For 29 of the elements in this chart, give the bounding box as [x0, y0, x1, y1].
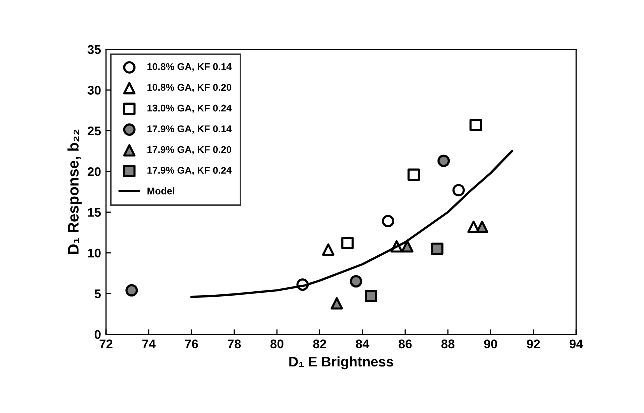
y-tick-label: 35	[88, 45, 102, 54]
x-tick-label: 74	[142, 340, 156, 348]
x-tick-label: 94	[570, 340, 584, 349]
y-tick-label: 30	[88, 86, 101, 95]
legend-label: 17.9% GA, KF 0.20	[148, 146, 232, 155]
legend-label: 13.0% GA, KF 0.24	[148, 104, 232, 114]
legend-label: Model	[148, 188, 174, 195]
legend-label: 17.9% GA, KF 0.24	[148, 167, 232, 176]
y-tick-label: 0	[94, 330, 101, 340]
y-tick-label: 5	[94, 290, 102, 298]
x-tick-label: 82	[313, 340, 326, 349]
x-tick-label: 88	[442, 340, 455, 349]
y-tick-label: 25	[88, 126, 102, 136]
x-tick-label: 76	[185, 340, 198, 349]
x-axis-title: D₁ E Brightness	[290, 356, 394, 370]
legend-label: 10.8% GA, KF 0.14	[148, 63, 232, 72]
x-tick-label: 92	[527, 340, 540, 349]
x-tick-label: 84	[356, 340, 370, 349]
x-tick-label: 90	[484, 340, 498, 349]
y-tick-label: 10	[88, 248, 101, 258]
y-tick-label: 15	[88, 208, 102, 218]
y-axis-title: D₁ Response, b₂₂	[68, 130, 82, 254]
x-tick-label: 80	[270, 340, 284, 349]
x-tick-label: 78	[228, 340, 242, 349]
legend-label: 10.8% GA, KF 0.20	[148, 84, 232, 92]
x-tick-label: 72	[100, 340, 113, 348]
x-tick-label: 86	[398, 340, 412, 349]
legend-label: 17.9% GA, KF 0.14	[148, 126, 232, 134]
y-tick-label: 20	[88, 167, 101, 176]
